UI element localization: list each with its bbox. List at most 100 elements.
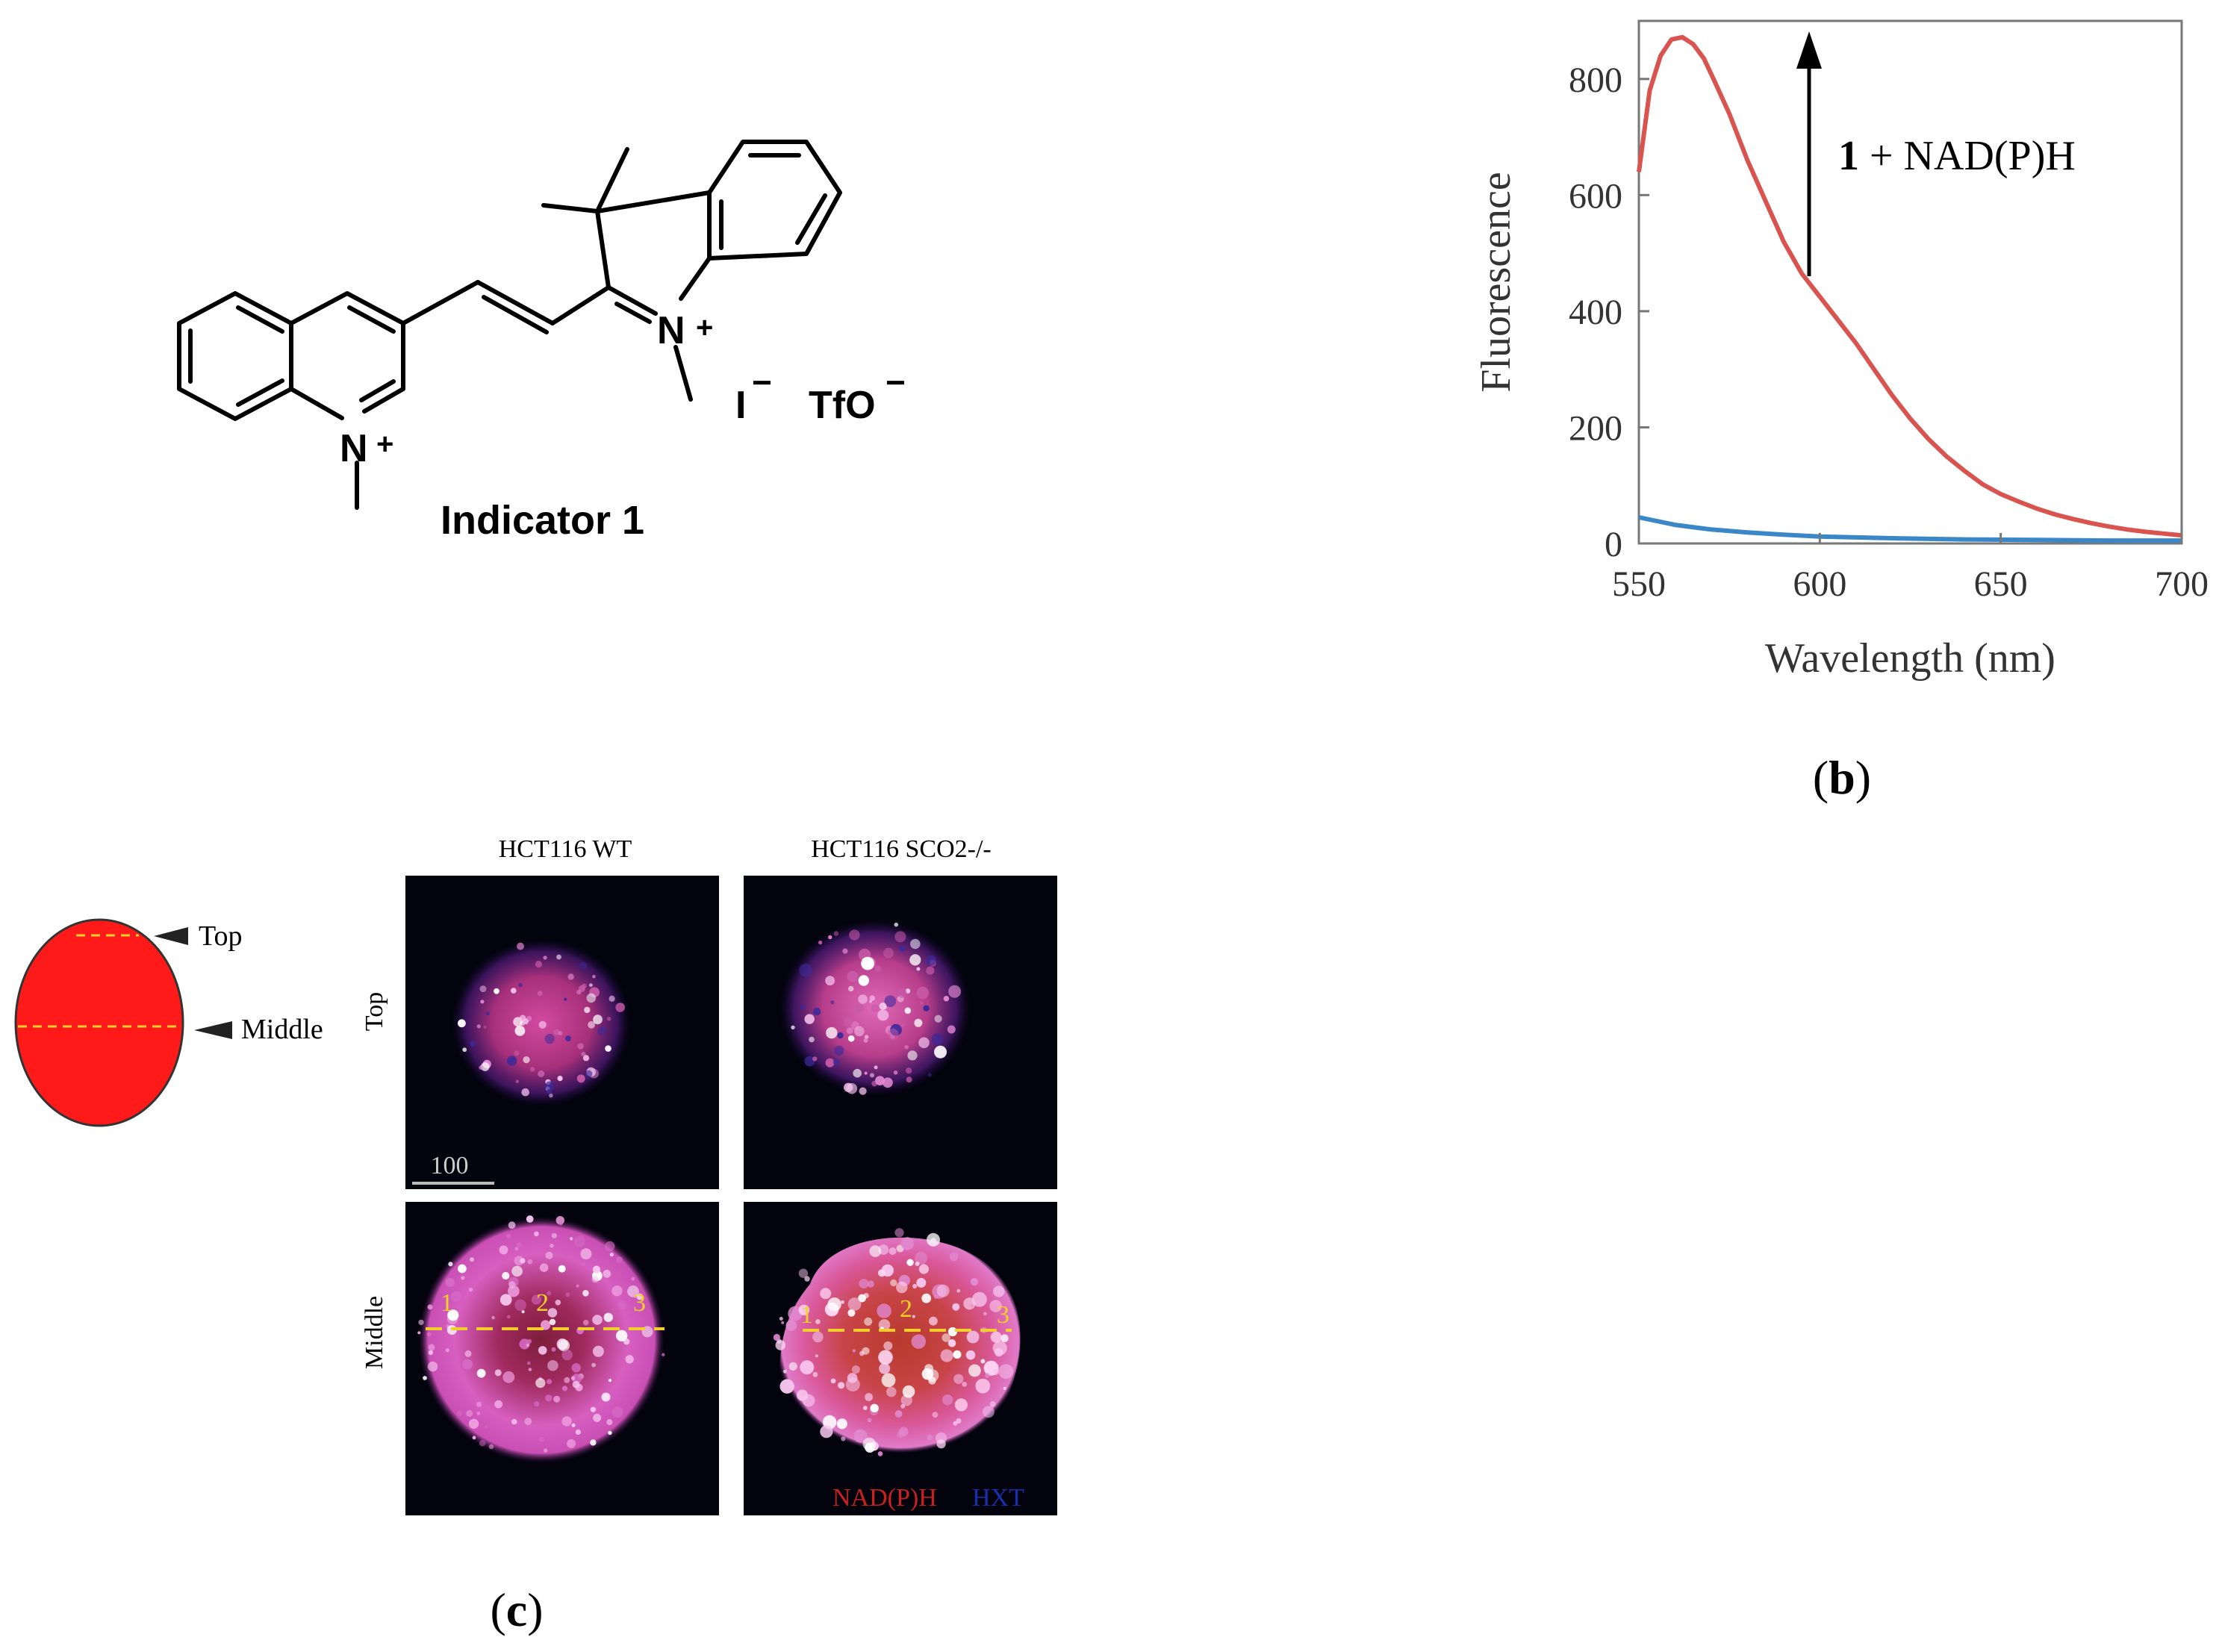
- cell-speckle: [577, 1043, 584, 1050]
- cell-speckle: [812, 1056, 818, 1062]
- cell-speckle: [804, 1276, 810, 1282]
- cell-speckle: [906, 1259, 914, 1266]
- cell-speckle: [514, 1299, 526, 1312]
- cell-speckle: [940, 1349, 953, 1362]
- cell-speckle: [591, 1276, 599, 1283]
- cell-speckle: [837, 1032, 844, 1039]
- cell-speckle: [966, 1330, 980, 1344]
- cell-speckle: [804, 1014, 815, 1024]
- cell-speckle: [567, 973, 574, 980]
- cell-speckle: [447, 1309, 459, 1321]
- cell-speckle: [591, 1362, 596, 1368]
- cell-speckle: [576, 1284, 579, 1288]
- cell-speckle: [998, 1364, 1014, 1379]
- cell-speckle: [582, 1055, 590, 1062]
- indolium-charge: +: [696, 311, 713, 344]
- spheroid-diagram: [14, 918, 184, 1127]
- cell-speckle: [932, 1412, 939, 1418]
- row-label-middle: Middle: [361, 1296, 388, 1369]
- cell-speckle: [914, 1018, 923, 1027]
- cell-speckle: [480, 1000, 485, 1004]
- cell-speckle: [942, 1333, 950, 1342]
- cell-speckle: [827, 1297, 841, 1312]
- row-label-top: Top: [361, 992, 388, 1031]
- cell-speckle: [841, 1436, 846, 1441]
- cell-speckle: [884, 995, 897, 1007]
- cell-speckle: [547, 1291, 552, 1296]
- cell-speckle: [418, 1319, 424, 1326]
- cell-speckle: [480, 1062, 490, 1071]
- arrow-head-icon: [1796, 31, 1822, 69]
- cell-speckle: [586, 993, 597, 1003]
- micrograph-middle-wt: 1 2 3: [405, 1202, 719, 1515]
- cell-speckle: [549, 1093, 553, 1098]
- cell-speckle: [791, 1025, 795, 1030]
- cell-speckle: [570, 1237, 573, 1241]
- quinoline-charge: +: [376, 428, 393, 461]
- iodide-label: I: [735, 384, 746, 427]
- cell-speckle: [916, 986, 930, 1000]
- cell-speckle: [546, 1379, 553, 1385]
- cell-speckle: [867, 1418, 872, 1423]
- cell-speckle: [445, 1277, 455, 1288]
- cell-speckle: [865, 1393, 873, 1401]
- cell-speckle: [826, 1026, 838, 1039]
- cell-speckle: [893, 1070, 898, 1075]
- cell-speckle: [662, 1353, 665, 1356]
- fluorescence-chart: 0 200 400 600 800 550 600 650 700 Wavelength (nm)…: [1473, 19, 2209, 804]
- cell-speckle: [581, 1262, 586, 1266]
- cell-speckle: [494, 988, 499, 994]
- structure-bonds: [177, 140, 842, 510]
- panel-c-label: (c): [490, 1583, 543, 1636]
- cell-speckle: [636, 1293, 644, 1300]
- cell-speckle: [815, 1319, 821, 1324]
- cell-speckle: [926, 966, 935, 975]
- cell-speckle: [502, 1271, 510, 1280]
- cell-speckle: [936, 1284, 950, 1297]
- cell-speckle: [800, 1360, 815, 1375]
- triflate-label: TfO: [809, 384, 876, 427]
- cell-speckle: [582, 1320, 589, 1326]
- x-axis-label: Wavelength (nm): [1765, 635, 2055, 682]
- middle-pointer-icon: [194, 1021, 232, 1039]
- cell-speckle: [565, 1035, 571, 1041]
- cell-speckle: [858, 994, 868, 1004]
- cell-speckle: [852, 1349, 856, 1353]
- cell-speckle: [615, 1256, 623, 1263]
- cell-speckle: [970, 1277, 979, 1286]
- cell-speckle: [862, 1347, 870, 1355]
- cell-speckle: [535, 1378, 546, 1388]
- cell-speckle: [479, 985, 487, 993]
- cell-speckle: [820, 1288, 832, 1300]
- profile-point-1: 1: [800, 1301, 813, 1329]
- cell-speckle: [815, 1354, 818, 1358]
- cell-speckle: [881, 1373, 896, 1388]
- cell-speckle: [887, 1028, 899, 1041]
- cell-speckle: [883, 947, 894, 959]
- cell-speckle: [863, 1293, 869, 1299]
- cell-speckle: [859, 1087, 867, 1095]
- triflate-charge: −: [886, 363, 906, 402]
- profile-point-3: 3: [997, 1301, 1009, 1329]
- cell-speckle: [921, 1368, 934, 1380]
- column-header-sco2: HCT116 SCO2-/-: [811, 835, 991, 863]
- cell-speckle: [782, 1369, 787, 1374]
- cell-speckle: [550, 1243, 554, 1248]
- cell-speckle: [859, 1279, 869, 1288]
- cell-speckle: [537, 991, 543, 997]
- cell-speckle: [798, 1268, 809, 1278]
- cell-speckle: [571, 1363, 581, 1373]
- cell-speckle: [897, 988, 907, 999]
- cell-speckle: [565, 1292, 570, 1297]
- cell-speckle: [521, 1310, 525, 1314]
- cell-speckle: [851, 1365, 860, 1374]
- cell-speckle: [820, 1425, 833, 1439]
- scale-bar-label: 100: [431, 1152, 469, 1179]
- cell-speckle: [544, 1081, 555, 1091]
- cell-speckle: [825, 1058, 835, 1067]
- cell-speckle: [529, 1067, 535, 1072]
- cell-speckle: [934, 1045, 947, 1059]
- cell-speckle: [605, 1241, 615, 1252]
- cell-speckle: [992, 1368, 999, 1376]
- cell-speckle: [907, 1050, 918, 1061]
